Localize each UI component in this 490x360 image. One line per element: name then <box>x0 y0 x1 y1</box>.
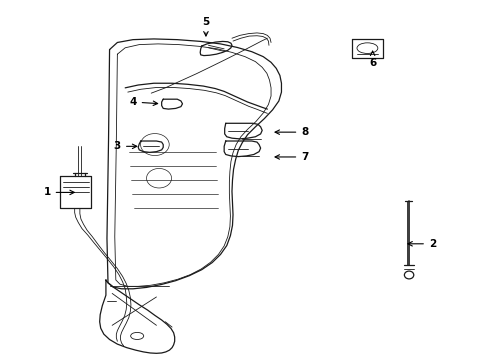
Text: 1: 1 <box>44 188 74 197</box>
Text: 6: 6 <box>369 51 376 68</box>
Text: 4: 4 <box>129 97 158 107</box>
Text: 8: 8 <box>275 127 309 137</box>
Text: 2: 2 <box>408 239 436 249</box>
Text: 7: 7 <box>275 152 309 162</box>
Text: 5: 5 <box>202 17 210 36</box>
Text: 3: 3 <box>114 141 137 151</box>
